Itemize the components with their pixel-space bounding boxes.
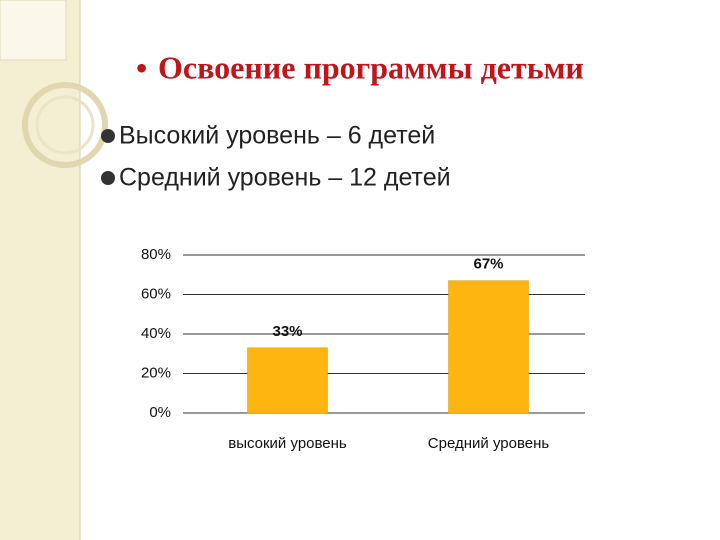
strip-ring [22,82,108,168]
value-label: 33% [272,323,302,340]
side-strip [0,0,80,540]
bullet-dot [101,129,115,143]
x-tick-label: высокий уровень [228,435,347,452]
bar [448,280,529,414]
bullet-text: Высокий уровень – 6 детей [119,122,435,150]
bar [247,347,328,414]
strip-box [0,0,67,61]
y-tick-label: 20% [141,364,171,381]
y-tick-label: 80% [141,246,171,263]
title-bullet: • [136,49,147,85]
y-tick-label: 0% [149,404,171,421]
y-tick-label: 60% [141,285,171,302]
strip-ring [35,95,95,155]
value-label: 67% [473,256,503,273]
x-tick-label: Средний уровень [428,435,550,452]
bullet-dot [101,171,115,185]
y-tick-label: 40% [141,325,171,342]
bullet-text: Средний уровень – 12 детей [119,164,451,192]
slide-title: Освоение программы детьми [158,49,584,85]
